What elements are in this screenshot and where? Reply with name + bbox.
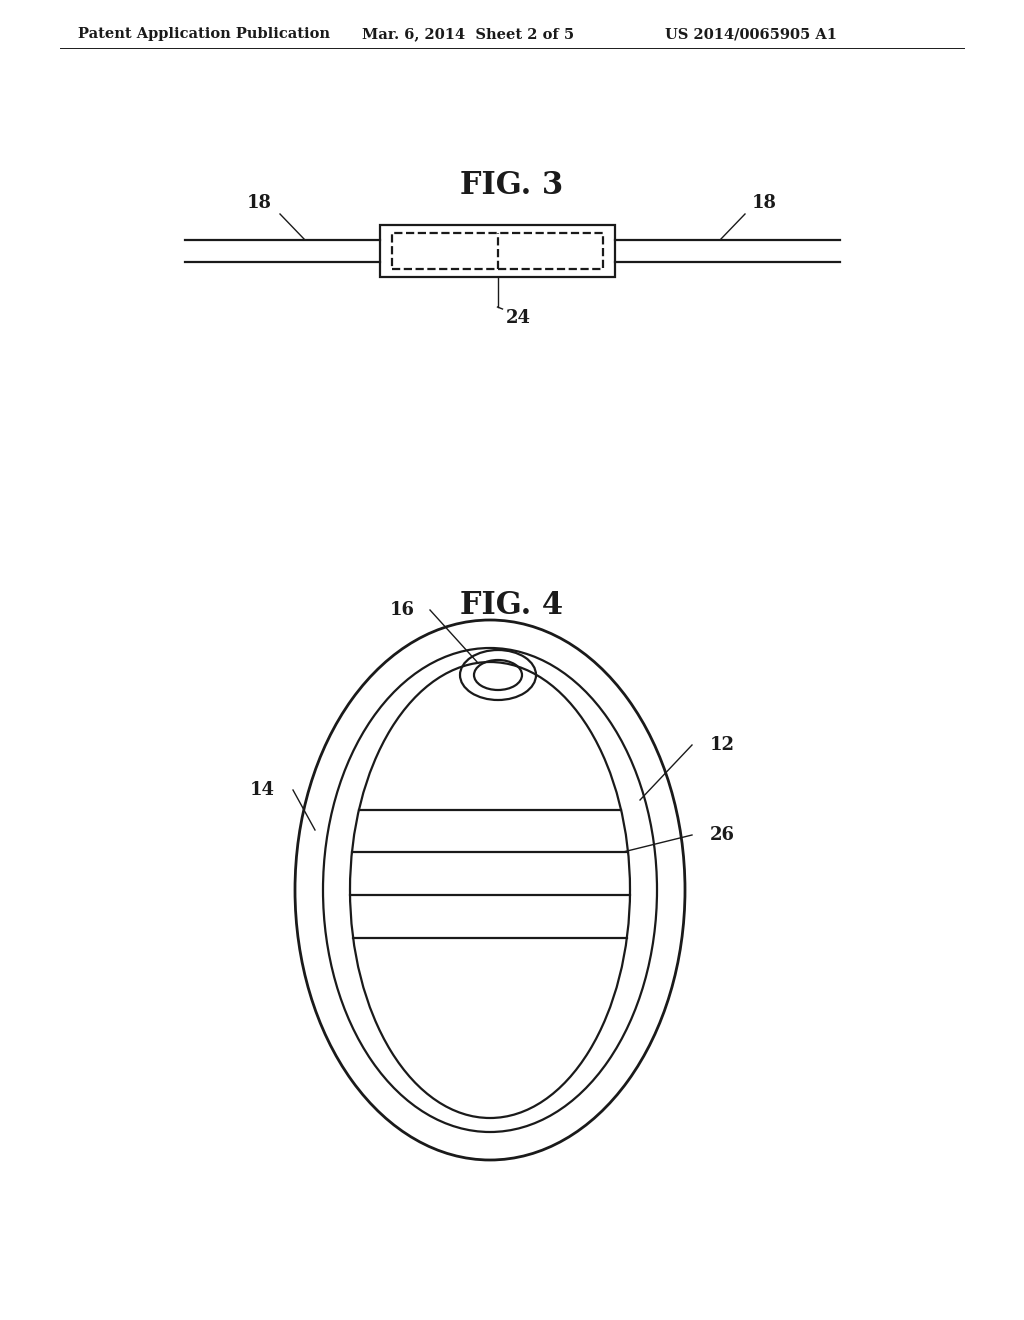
Text: FIG. 4: FIG. 4 [461, 590, 563, 620]
Text: 14: 14 [250, 781, 275, 799]
Text: 12: 12 [710, 737, 735, 754]
Text: 18: 18 [752, 194, 777, 213]
Text: 26: 26 [710, 826, 735, 843]
Text: Patent Application Publication: Patent Application Publication [78, 26, 330, 41]
Text: Mar. 6, 2014  Sheet 2 of 5: Mar. 6, 2014 Sheet 2 of 5 [362, 26, 574, 41]
Text: 18: 18 [247, 194, 272, 213]
Text: 16: 16 [390, 601, 415, 619]
Text: 24: 24 [506, 309, 530, 327]
Text: FIG. 3: FIG. 3 [461, 170, 563, 201]
Text: US 2014/0065905 A1: US 2014/0065905 A1 [665, 26, 837, 41]
